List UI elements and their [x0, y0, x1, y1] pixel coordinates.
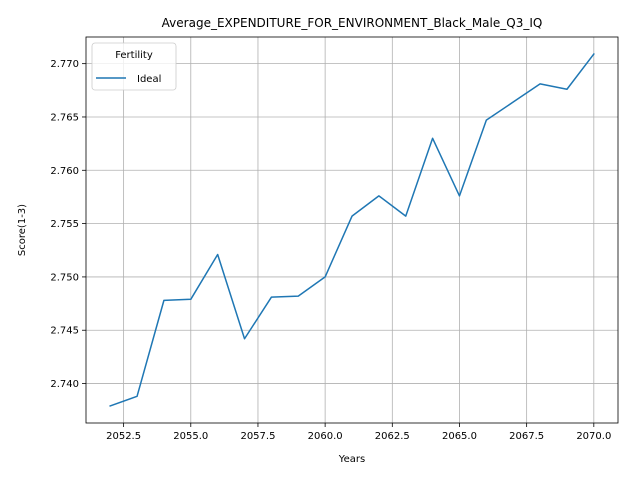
chart-title: Average_EXPENDITURE_FOR_ENVIRONMENT_Blac… [162, 16, 543, 30]
y-tick-label: 2.740 [50, 379, 79, 390]
y-tick-label: 2.760 [50, 166, 79, 177]
y-tick-label: 2.765 [50, 112, 79, 123]
grid [86, 37, 618, 423]
y-axis-label: Score(1-3) [17, 204, 28, 256]
x-axis-label: Years [338, 454, 365, 465]
y-tick-label: 2.750 [50, 272, 79, 283]
x-tick-label: 2062.5 [375, 431, 410, 442]
x-tick-label: 2055.0 [173, 431, 208, 442]
legend-label-ideal: Ideal [137, 74, 161, 85]
ticks: 2052.5 2055.0 2057.5 2060.0 2062.5 2065.0 2067… [50, 59, 611, 442]
y-tick-label: 2.770 [50, 59, 79, 70]
series-line-ideal [109, 53, 595, 407]
x-tick-label: 2070.0 [576, 431, 611, 442]
x-tick-label: 2060.0 [308, 431, 343, 442]
y-tick-label: 2.745 [50, 326, 79, 337]
x-tick-label: 2065.0 [442, 431, 477, 442]
legend: Fertility Ideal [91, 42, 177, 91]
x-tick-label: 2057.5 [240, 431, 275, 442]
legend-title: Fertility [115, 50, 153, 61]
series-layer [109, 53, 595, 407]
x-tick-label: 2067.5 [509, 431, 544, 442]
x-tick-label: 2052.5 [106, 431, 141, 442]
plot-area [85, 36, 619, 424]
y-tick-label: 2.755 [50, 219, 79, 230]
